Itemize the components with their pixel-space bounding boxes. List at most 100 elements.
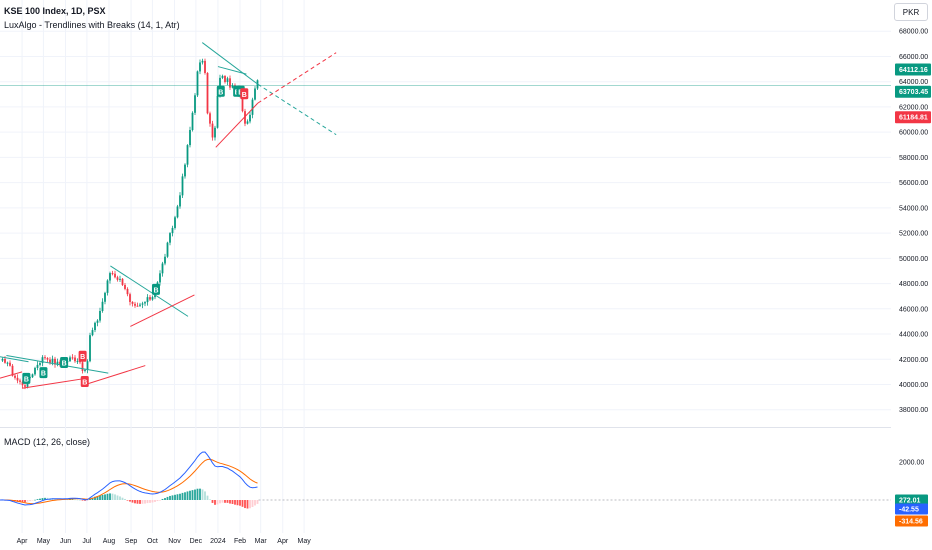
histogram-bar	[241, 500, 244, 507]
candle-body	[69, 357, 71, 362]
candle-body	[159, 273, 161, 283]
histogram-bar	[91, 497, 94, 500]
histogram-bar	[199, 488, 201, 500]
candle-body	[221, 75, 224, 78]
histogram-bar	[86, 500, 89, 501]
break-label: B	[240, 88, 249, 100]
histogram-bar	[134, 500, 136, 504]
x-tick-label: Mar	[255, 538, 268, 545]
candle-body	[114, 273, 116, 278]
candle-body	[169, 233, 171, 243]
candle-body	[36, 364, 39, 368]
candle-body	[224, 75, 226, 82]
candle-body	[246, 121, 249, 124]
candle-body	[41, 357, 44, 364]
histogram-bar	[24, 500, 26, 503]
break-label-box	[216, 85, 225, 97]
candle-body	[4, 358, 6, 363]
histogram-bar	[34, 499, 36, 501]
histogram-bar	[76, 499, 79, 501]
histogram-bar	[239, 500, 241, 506]
candle-body	[134, 303, 136, 306]
candle-body	[76, 361, 79, 363]
histogram-bar	[84, 500, 86, 501]
candle-body	[54, 358, 56, 365]
break-label-text: B	[153, 287, 158, 294]
price-badge-text: 61184.81	[899, 115, 928, 122]
candle-body	[214, 127, 216, 138]
candle-body	[31, 374, 34, 378]
break-label: B	[216, 85, 225, 97]
candle-body	[166, 242, 169, 257]
histogram-bar	[236, 500, 239, 506]
candle-body	[139, 304, 141, 306]
price-badge-text: 63703.45	[899, 89, 928, 96]
macd-label[interactable]: MACD (12, 26, close)	[4, 437, 91, 447]
histogram-bar	[99, 495, 101, 500]
candle-body	[209, 113, 211, 124]
histogram-bar	[226, 500, 229, 503]
indicator-label[interactable]: LuxAlgo - Trendlines with Breaks (14, 1,…	[4, 20, 180, 30]
histogram-bar	[169, 495, 171, 500]
histogram-bar	[101, 494, 104, 500]
y-tick-label: 64000.00	[899, 79, 928, 86]
candle-body	[89, 335, 91, 362]
break-label-box	[60, 357, 69, 369]
histogram-bar	[206, 495, 209, 500]
candle-body	[174, 217, 176, 228]
candle-body	[6, 362, 9, 364]
histogram-bar	[41, 498, 44, 500]
y-tick-label: 46000.00	[899, 306, 928, 313]
candle-body	[71, 357, 74, 359]
break-label-text: B	[80, 354, 85, 361]
candle-body	[241, 95, 244, 112]
candle-body	[81, 362, 84, 371]
histogram-bar	[219, 500, 221, 504]
candle-body	[74, 357, 76, 362]
candle-body	[204, 60, 206, 73]
break-label-box	[22, 372, 31, 384]
candle-body	[126, 288, 129, 295]
histogram-bar	[171, 495, 174, 500]
candle-body	[176, 206, 179, 218]
candle-body	[141, 303, 144, 305]
candle-body	[16, 377, 19, 381]
candle-body	[179, 195, 181, 207]
candle-body	[21, 381, 24, 386]
candles	[1, 58, 259, 390]
histogram-bar	[246, 500, 249, 509]
histogram-bar	[186, 491, 189, 500]
macd-badge-text: -42.55	[899, 507, 919, 514]
candle-body	[211, 123, 214, 138]
y-tick-label: 58000.00	[899, 155, 928, 162]
trendline-support	[0, 371, 23, 379]
candle-body	[164, 256, 166, 264]
histogram-bar	[74, 499, 76, 501]
break-label: B	[151, 283, 160, 295]
price-badge-box	[895, 63, 931, 76]
candle-body	[251, 99, 254, 115]
histogram-bar	[31, 500, 34, 501]
x-tick-label: Apr	[17, 538, 29, 545]
histogram-bar	[221, 500, 224, 503]
histogram-bar	[146, 500, 149, 504]
y-tick-label: 56000.00	[899, 180, 928, 187]
currency-selector[interactable]: PKR	[894, 3, 928, 21]
histogram-bar	[141, 500, 144, 504]
macd-badge-box	[895, 515, 928, 527]
break-label: B	[39, 367, 48, 379]
y-tick-label: 42000.00	[899, 357, 928, 364]
candle-body	[56, 361, 59, 365]
candle-body	[171, 227, 174, 234]
histogram-bar	[106, 493, 109, 500]
histogram-bar	[251, 500, 254, 508]
candle-body	[191, 112, 194, 131]
price-badge: 64112.16	[895, 63, 931, 76]
histogram-bar	[129, 500, 131, 502]
break-label-text: B	[82, 379, 87, 386]
macd-badge: 272.01	[895, 494, 928, 506]
candle-body	[151, 297, 154, 300]
histogram-bar	[234, 500, 236, 505]
price-badge: 61184.81	[895, 111, 931, 124]
